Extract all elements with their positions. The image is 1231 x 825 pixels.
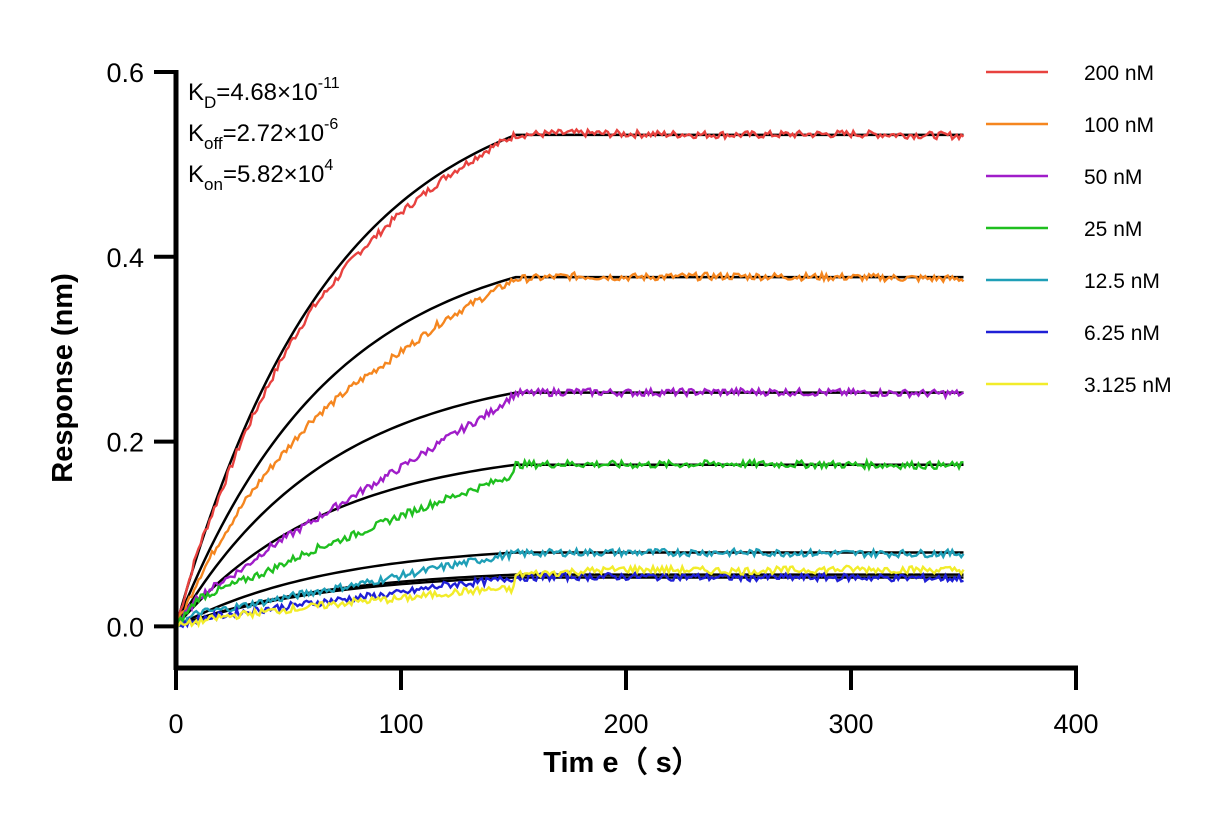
kinetic-parameter: KD=4.68×10-11 [188, 75, 340, 112]
y-tick-label: 0.0 [106, 612, 144, 642]
y-tick-label: 0.4 [106, 243, 144, 273]
legend: 200 nM 100 nM 50 nM 25 nM 12.5 nM 6.25 nM 3.12… [986, 62, 1172, 397]
x-tick-label: 400 [1053, 709, 1098, 739]
fit-curve [175, 463, 964, 628]
x-tick-label: 200 [603, 709, 648, 739]
param-symbol: K [188, 161, 204, 188]
fit-curve [175, 551, 964, 628]
x-tick-label: 100 [378, 709, 423, 739]
data-series [174, 127, 965, 629]
fit-curve [174, 275, 964, 627]
y-axis-title: Response (nm) [47, 273, 79, 482]
param-value: =5.82×10 [223, 161, 324, 188]
legend-label: 12.5 nM [1084, 270, 1160, 293]
series-line [174, 457, 964, 627]
y-tick-label: 0.2 [106, 428, 144, 458]
series-line [175, 385, 965, 628]
legend-label: 3.125 nM [1084, 374, 1172, 397]
ticks: 0 100 200 300 400 0.0 0.2 0.4 0.6 [106, 58, 1098, 739]
param-value: =4.68×10 [216, 79, 317, 106]
x-tick-label: 0 [168, 709, 183, 739]
param-subscript: off [204, 134, 223, 153]
legend-label: 50 nM [1084, 166, 1142, 189]
kinetic-parameter: Koff=2.72×10-6 [188, 116, 338, 153]
x-axis-title: Tim e（ s） [543, 746, 700, 779]
param-exponent: -11 [318, 75, 340, 92]
series-line [174, 127, 965, 627]
kinetic-parameter: Kon=5.82×104 [188, 157, 333, 194]
y-tick-label: 0.6 [106, 58, 144, 88]
legend-label: 6.25 nM [1084, 322, 1160, 345]
param-subscript: D [204, 93, 216, 112]
fit-curve [174, 391, 964, 628]
legend-label: 200 nM [1084, 62, 1154, 85]
legend-label: 25 nM [1084, 218, 1142, 241]
param-exponent: -6 [324, 116, 338, 133]
param-symbol: K [188, 79, 204, 106]
series-line [175, 563, 965, 629]
fit-curve [175, 576, 964, 628]
param-value: =2.72×10 [223, 120, 324, 147]
legend-label: 100 nM [1084, 114, 1154, 137]
param-symbol: K [188, 120, 204, 147]
fit-curve [174, 133, 964, 627]
param-subscript: on [204, 175, 223, 194]
x-tick-label: 300 [828, 709, 873, 739]
series-line [175, 269, 965, 628]
series-line [175, 546, 965, 628]
param-exponent: 4 [324, 157, 333, 174]
